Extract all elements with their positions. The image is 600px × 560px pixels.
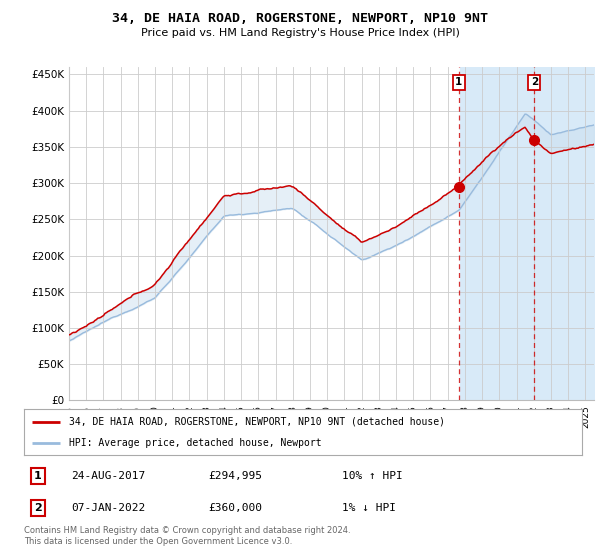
Text: £360,000: £360,000 [208, 503, 262, 513]
Text: 10% ↑ HPI: 10% ↑ HPI [342, 471, 403, 481]
Text: 34, DE HAIA ROAD, ROGERSTONE, NEWPORT, NP10 9NT (detached house): 34, DE HAIA ROAD, ROGERSTONE, NEWPORT, N… [68, 417, 445, 427]
Text: 1% ↓ HPI: 1% ↓ HPI [342, 503, 396, 513]
Text: Price paid vs. HM Land Registry's House Price Index (HPI): Price paid vs. HM Land Registry's House … [140, 28, 460, 38]
Text: 07-JAN-2022: 07-JAN-2022 [71, 503, 146, 513]
Text: HPI: Average price, detached house, Newport: HPI: Average price, detached house, Newp… [68, 438, 321, 448]
Text: 34, DE HAIA ROAD, ROGERSTONE, NEWPORT, NP10 9NT: 34, DE HAIA ROAD, ROGERSTONE, NEWPORT, N… [112, 12, 488, 25]
Text: £294,995: £294,995 [208, 471, 262, 481]
Text: 1: 1 [455, 77, 463, 87]
Text: 2: 2 [530, 77, 538, 87]
Text: 1: 1 [34, 471, 42, 481]
Text: 2: 2 [34, 503, 42, 513]
Text: Contains HM Land Registry data © Crown copyright and database right 2024.
This d: Contains HM Land Registry data © Crown c… [24, 526, 350, 546]
Text: 24-AUG-2017: 24-AUG-2017 [71, 471, 146, 481]
